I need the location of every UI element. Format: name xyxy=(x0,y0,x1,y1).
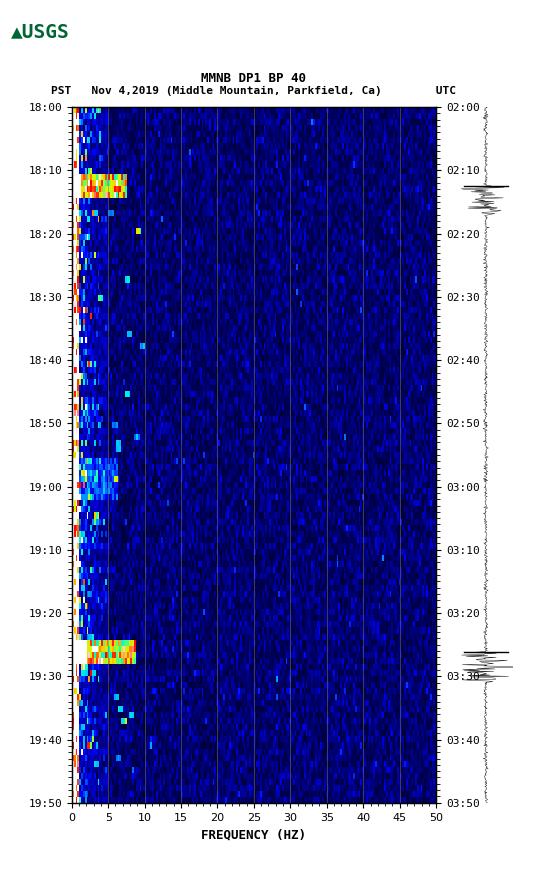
X-axis label: FREQUENCY (HZ): FREQUENCY (HZ) xyxy=(201,828,306,841)
Text: PST   Nov 4,2019 (Middle Mountain, Parkfield, Ca)        UTC: PST Nov 4,2019 (Middle Mountain, Parkfie… xyxy=(51,87,457,96)
Text: ▲USGS: ▲USGS xyxy=(11,22,70,41)
Text: MMNB DP1 BP 40: MMNB DP1 BP 40 xyxy=(201,71,306,85)
